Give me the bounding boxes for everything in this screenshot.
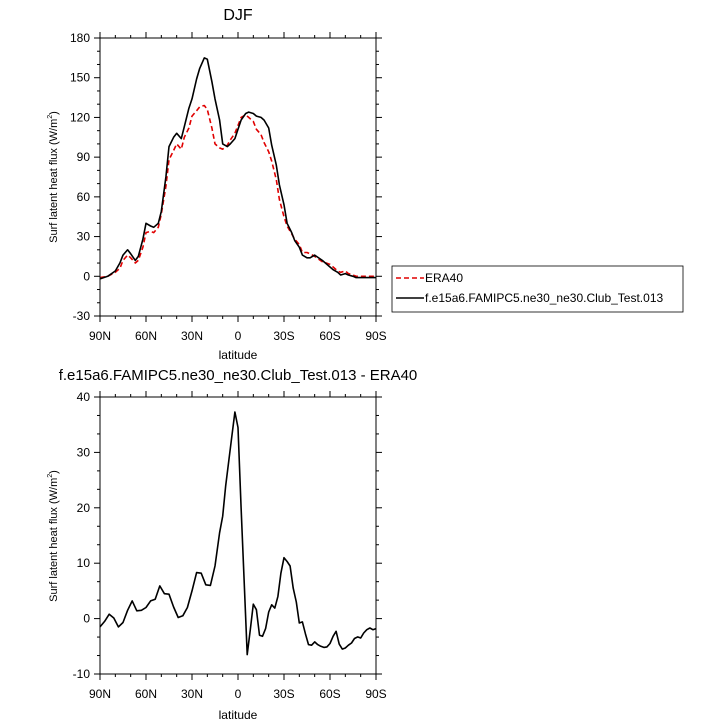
y-tick-label: 30 [77,230,91,244]
x-tick-label: 30N [181,329,203,343]
chart-title: f.e15a6.FAMIPC5.ne30_ne30.Club_Test.013 … [59,367,418,384]
y-tick-label: 120 [70,110,90,124]
difference-line-chart: f.e15a6.FAMIPC5.ne30_ne30.Club_Test.013 … [47,367,417,722]
top-axes: -30 0 30 60 90 120 150 180 90N 60N 30N 0 30S 60S 90S [70,31,387,343]
x-tick-label: 60N [135,687,157,701]
y-tick-label: 180 [70,31,90,45]
x-tick-label: 90N [89,329,111,343]
x-tick-label: 60S [319,687,340,701]
legend-label-model: f.e15a6.FAMIPC5.ne30_ne30.Club_Test.013 [425,291,663,305]
y-axis-label: Surf latent heat flux (W/m2) [47,111,60,243]
x-axis-label: latitude [219,708,258,722]
legend-label-era40: ERA40 [425,271,463,285]
series-line-f-e15a6-famipc5-ne30-ne30-club-test-013 [99,57,376,280]
series-line-diff-0 [99,411,377,656]
x-tick-label: 0 [235,329,242,343]
x-tick-label: 60N [135,329,157,343]
x-tick-label: 90S [365,687,386,701]
top-series-group [99,57,376,280]
x-axis-label: latitude [219,348,258,362]
legend: ERA40 f.e15a6.FAMIPC5.ne30_ne30.Club_Tes… [391,265,684,313]
x-tick-label: 90S [365,329,386,343]
y-tick-label: -10 [73,667,91,681]
x-tick-label: 30N [181,687,203,701]
djf-line-chart: DJF -30 0 30 60 90 120 150 180 90N 60N 30N 0 30S 60S 9… [47,7,684,362]
chart-title: DJF [223,7,253,24]
y-tick-label: 40 [77,390,91,404]
x-tick-label: 30S [273,329,294,343]
x-tick-label: 0 [235,687,242,701]
y-tick-label: 20 [77,501,91,515]
x-tick-label: 90N [89,687,111,701]
legend-box [391,265,684,313]
plot-frame [99,37,377,317]
y-axis-label: Surf latent heat flux (W/m2) [47,470,60,602]
y-tick-label: -30 [73,309,91,323]
plot-frame [99,396,377,675]
series-line-era40 [99,104,376,279]
x-tick-label: 60S [319,329,340,343]
y-tick-label: 30 [77,445,91,459]
y-tick-label: 60 [77,190,91,204]
y-tick-label: 10 [77,556,91,570]
bottom-series-group [99,411,377,656]
y-tick-label: 0 [83,612,90,626]
bottom-axes: -10 0 10 20 30 40 90N 60N 30N 0 30S 60S 90S [73,390,387,701]
x-tick-label: 30S [273,687,294,701]
y-tick-label: 90 [77,150,91,164]
y-tick-label: 0 [83,269,90,283]
y-tick-label: 150 [70,71,90,85]
